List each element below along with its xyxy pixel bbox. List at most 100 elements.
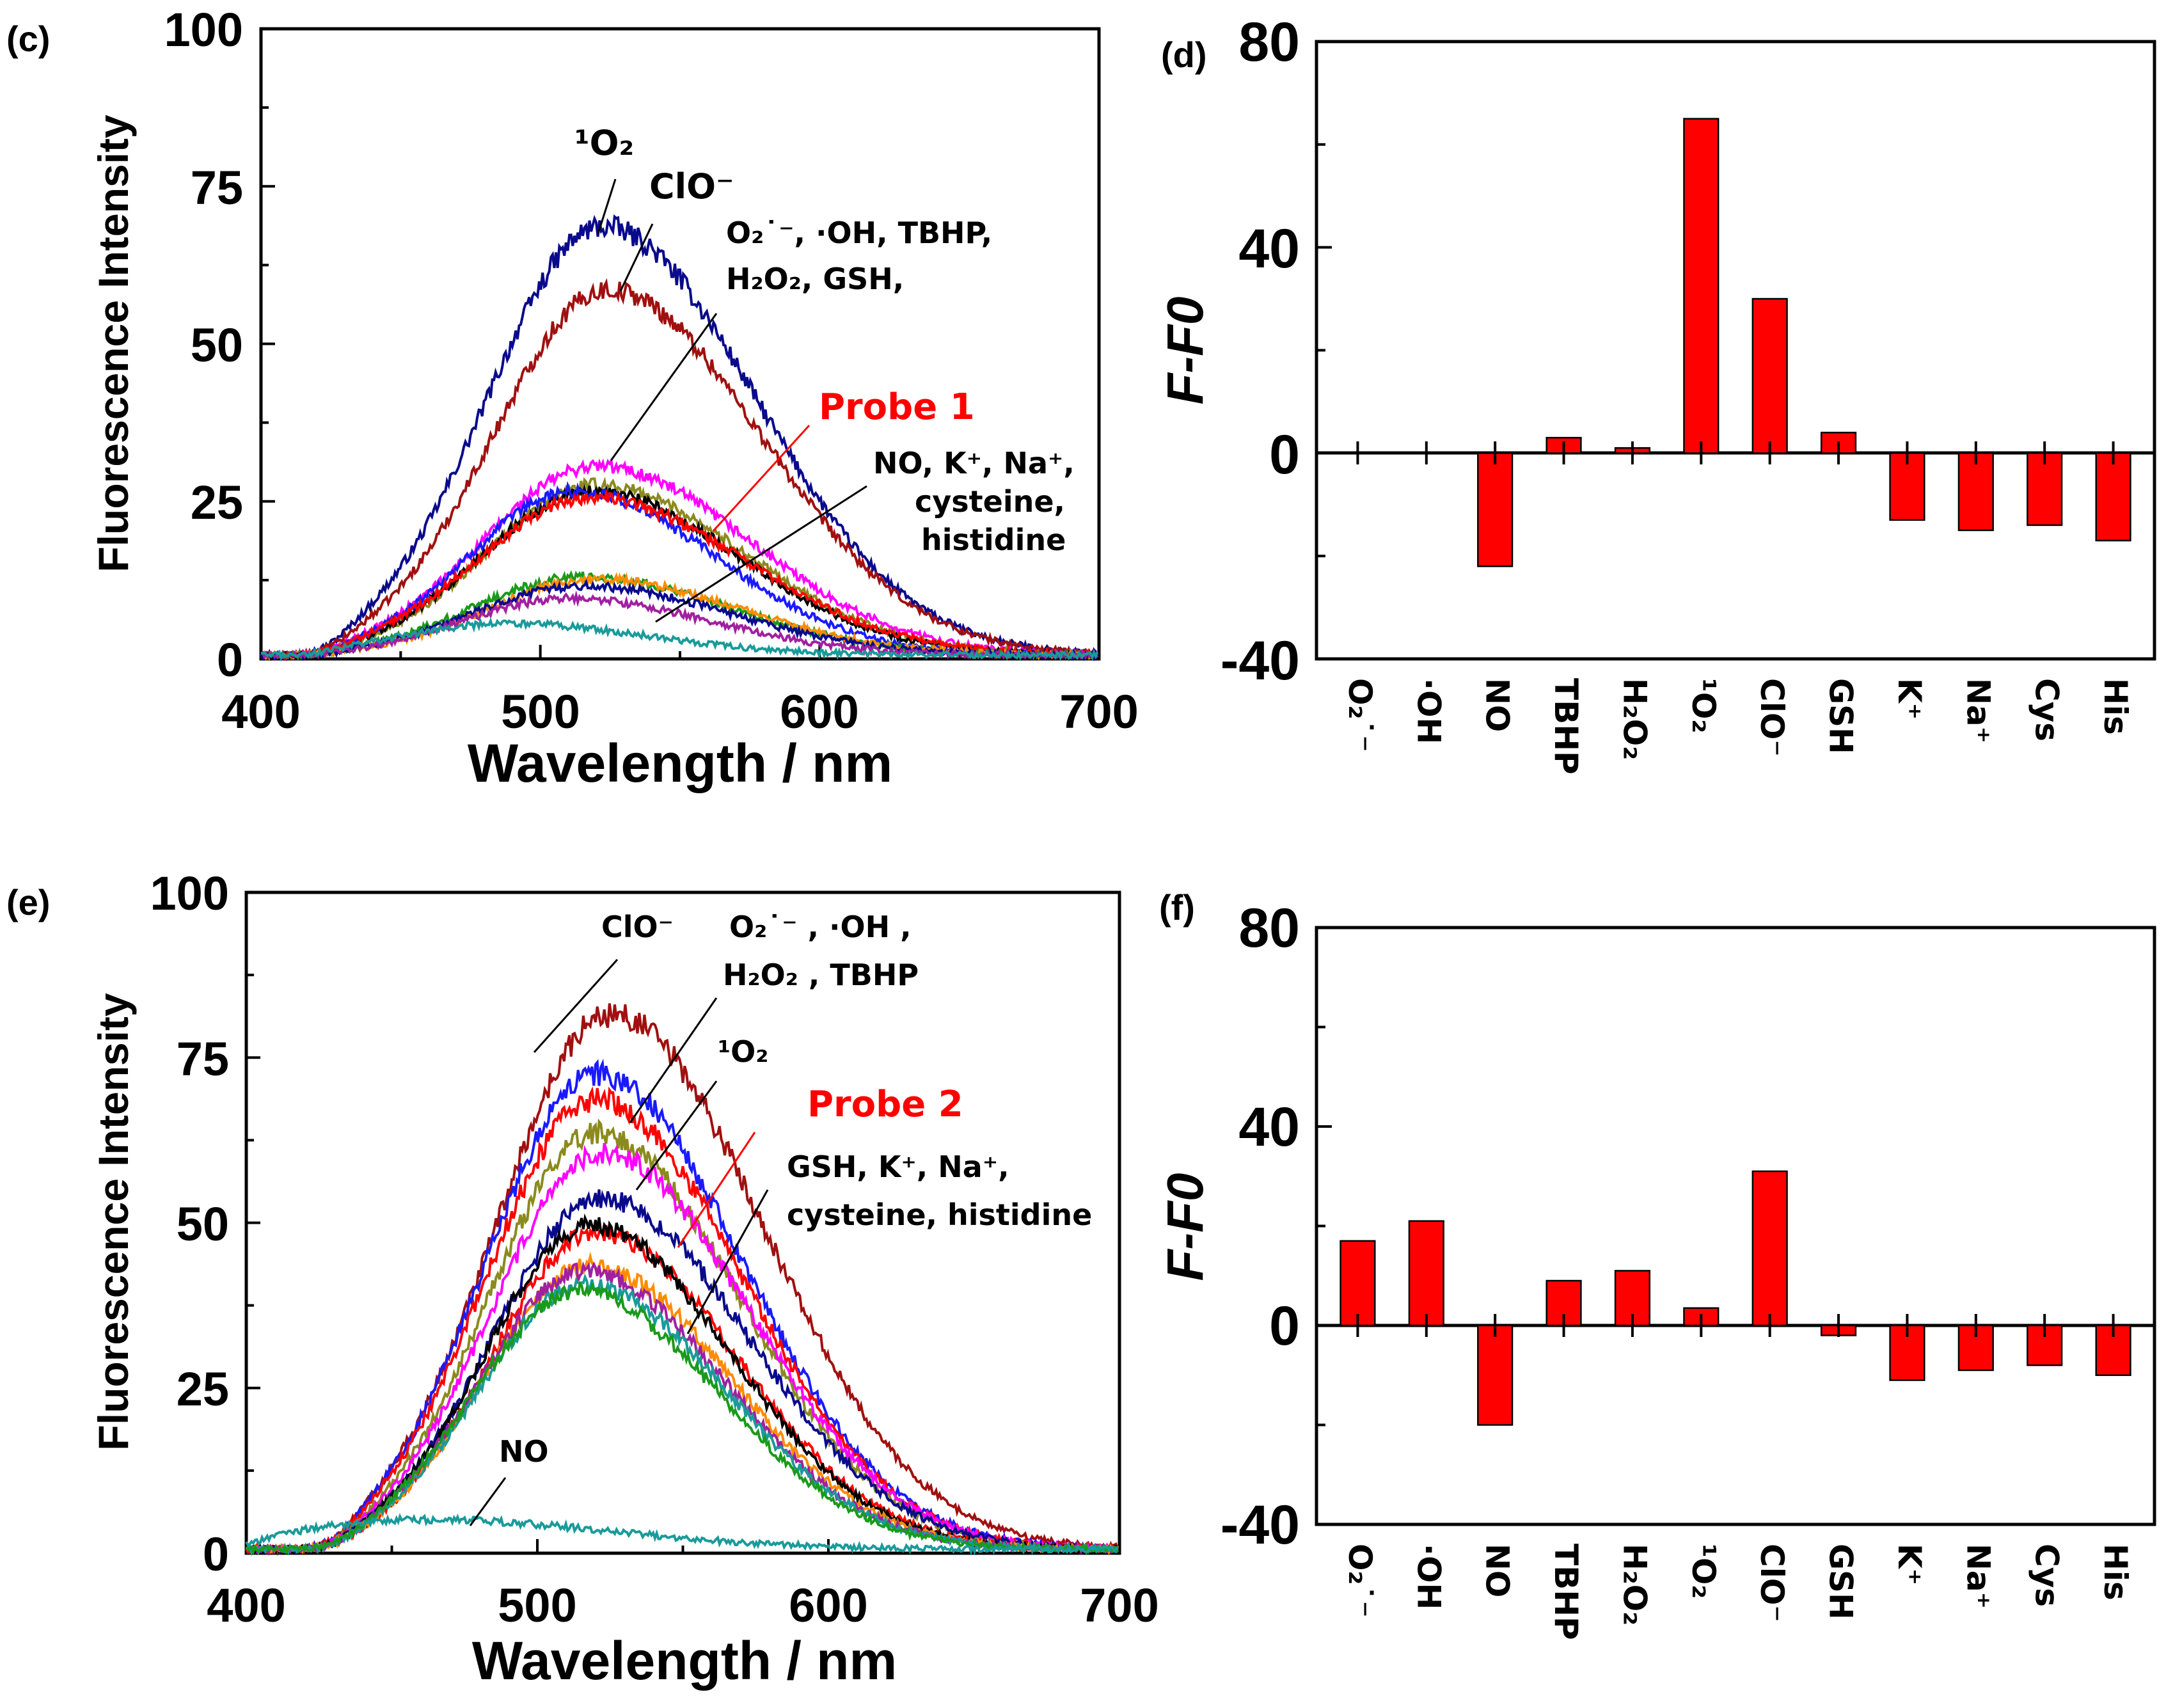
- y-axis-label-c: Fluorescence Intensity: [90, 115, 137, 573]
- annotation-singlet-oxygen: ¹O₂: [718, 1034, 768, 1069]
- annotation-nitric-oxide: NO: [499, 1434, 549, 1469]
- series-line-e-ClO-0: [245, 1003, 1119, 1555]
- bar-d-2: [1477, 452, 1514, 567]
- series-line-c-O-0: [260, 214, 1098, 661]
- y-tick-label: 80: [1238, 12, 1300, 73]
- category-label-f-10: Cys: [2028, 1544, 2066, 1607]
- x-tick-label: 400: [207, 1579, 285, 1632]
- panel-label-e: (e): [6, 882, 50, 922]
- probe-label-e: Probe 2: [807, 1084, 963, 1125]
- leader-line: [686, 1189, 769, 1334]
- category-label-d-11: His: [2097, 678, 2134, 735]
- category-label-d-9: Na⁺: [1959, 678, 1996, 743]
- x-tick-label: 700: [1059, 685, 1138, 738]
- x-tick-label: 500: [498, 1579, 576, 1632]
- category-label-f-2: NO: [1479, 1544, 1516, 1597]
- series-line-c-ClO-1: [260, 278, 1098, 661]
- annotation-group-1-line-2: H₂O₂ , TBHP: [723, 958, 919, 992]
- panel-label-c: (c): [6, 19, 50, 59]
- category-label-f-7: GSH: [1822, 1544, 1860, 1620]
- category-label-f-3: TBHP: [1547, 1544, 1585, 1640]
- leader-line: [469, 1477, 507, 1526]
- bar-d-11: [2095, 452, 2131, 542]
- y-tick-label: 75: [177, 1032, 229, 1086]
- plot-frame-c: [259, 27, 1101, 661]
- bar-f-1: [1408, 1220, 1444, 1327]
- x-tick-label: 700: [1080, 1579, 1158, 1632]
- annotation-group-1-line-1: O₂˙⁻, ·OH, TBHP,: [726, 216, 992, 250]
- y-tick-label: 0: [1269, 424, 1300, 486]
- y-tick-label: 75: [191, 161, 243, 214]
- panel-label-d: (d): [1161, 35, 1207, 75]
- y-tick-label: -40: [1221, 1494, 1300, 1556]
- category-label-f-0: O₂˙⁻: [1341, 1544, 1379, 1618]
- y-tick-label: 50: [191, 319, 243, 372]
- y-tick-label: 40: [1238, 1096, 1300, 1158]
- y-tick-label: 40: [1238, 218, 1300, 280]
- category-label-d-4: H₂O₂: [1616, 678, 1653, 760]
- x-axis-label-c: Wavelength / nm: [468, 733, 892, 793]
- bar-f-0: [1340, 1240, 1376, 1327]
- y-axis-label-f: F-F0: [1157, 1173, 1213, 1281]
- category-label-f-6: ClO⁻: [1753, 1544, 1791, 1622]
- y-tick-label: 100: [164, 3, 243, 56]
- y-axis-label-e: Fluorescence Intensity: [90, 993, 137, 1451]
- leader-line: [635, 1080, 718, 1190]
- series-line-c-NO-11: [260, 617, 1099, 662]
- leader-line-probe: [677, 1132, 756, 1248]
- category-label-d-10: Cys: [2028, 678, 2066, 741]
- category-label-d-7: GSH: [1822, 678, 1860, 754]
- bar-d-10: [2027, 452, 2063, 526]
- panel-f: (f) 80 40 0 -40 F-F0 O₂˙⁻ ·OH NO TBHP H₂O₂ ¹O…: [1157, 887, 2156, 1640]
- leader-line-probe: [712, 424, 810, 532]
- leader-line: [619, 223, 654, 292]
- annotation-singlet-oxygen: ¹O₂: [574, 123, 634, 163]
- bar-d-5: [1683, 118, 1719, 454]
- y-tick-label: 0: [1269, 1295, 1300, 1357]
- y-tick-label: 80: [1238, 897, 1300, 959]
- category-label-f-4: H₂O₂: [1616, 1544, 1653, 1625]
- category-label-f-1: ·OH: [1410, 1544, 1447, 1609]
- leader-line: [610, 313, 718, 461]
- y-tick-label: 0: [203, 1528, 229, 1581]
- annotation-group-2-line-1: NO, K⁺, Na⁺,: [873, 446, 1075, 480]
- leader-line: [655, 485, 867, 623]
- series-line-e-OH-1: [245, 1058, 1119, 1555]
- bar-d-6: [1751, 297, 1788, 454]
- series-line-e-GSH-7: [245, 1213, 1119, 1555]
- plot-frame-d: [1315, 40, 2156, 661]
- series-line-c-Probe1-6: [260, 488, 1098, 661]
- category-label-d-3: TBHP: [1547, 678, 1585, 775]
- leader-line: [533, 958, 619, 1054]
- leader-line: [597, 178, 617, 234]
- probe-label-c: Probe 1: [819, 386, 975, 428]
- annotation-group-2-line-2: cysteine, histidine: [787, 1198, 1092, 1232]
- category-label-f-11: His: [2097, 1544, 2134, 1601]
- y-tick-label: 0: [217, 633, 243, 686]
- y-tick-label: 100: [150, 867, 229, 920]
- y-tick-label: 25: [177, 1363, 229, 1416]
- x-tick-label: 600: [789, 1579, 867, 1632]
- series-line-e-O-5: [245, 1189, 1119, 1556]
- bar-d-9: [1957, 452, 1994, 532]
- bar-f-2: [1477, 1324, 1514, 1426]
- annotation-hypochlorite: ClO⁻: [649, 166, 734, 207]
- annotation-group-2-line-2: cysteine,: [915, 484, 1065, 519]
- bar-f-9: [1957, 1324, 1994, 1372]
- y-tick-label: 25: [191, 476, 243, 529]
- x-tick-label: 400: [221, 685, 300, 738]
- series-line-e-TBHP-4: [245, 1143, 1118, 1555]
- x-tick-label: 600: [780, 685, 858, 738]
- x-axis-label-e: Wavelength / nm: [472, 1631, 897, 1691]
- annotation-group-2-line-3: histidine: [921, 523, 1066, 557]
- y-axis-label-d: F-F0: [1157, 297, 1213, 405]
- category-label-d-5: ¹O₂: [1685, 678, 1722, 733]
- category-label-d-0: O₂˙⁻: [1341, 678, 1379, 752]
- panel-label-f: (f): [1159, 887, 1195, 928]
- annotation-group-1-line-2: H₂O₂, GSH,: [726, 262, 904, 296]
- category-label-f-5: ¹O₂: [1685, 1544, 1722, 1599]
- leader-line: [629, 997, 718, 1123]
- panel-c: (c) 400 500 600 700 0 25 50 75 100 Wavel…: [6, 3, 1139, 793]
- category-label-d-6: ClO⁻: [1753, 678, 1791, 757]
- category-label-f-8: K⁺: [1891, 1544, 1928, 1585]
